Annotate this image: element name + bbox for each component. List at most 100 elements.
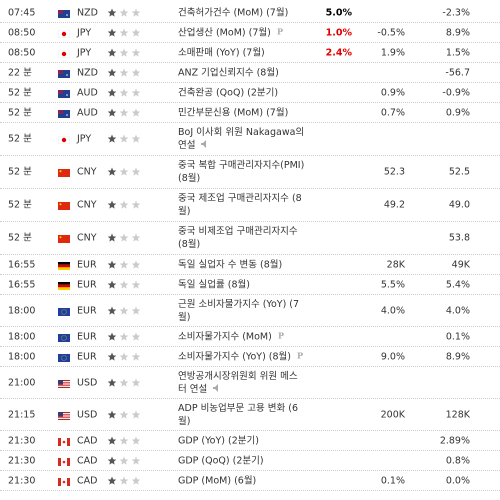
- event-name: 소비자물가지수 (YoY) (8월): [178, 351, 291, 362]
- importance-stars: [107, 306, 143, 316]
- importance-stars: [107, 378, 143, 388]
- calendar-row: 22 분 NZD ANZ 기업신뢰지수 (8월) -56.7: [0, 63, 500, 83]
- country-flag: [58, 411, 70, 420]
- forecast-value: 52.3: [383, 166, 405, 178]
- calendar-row: 08:50 JPY 소매판매 (YoY) (7월) 2.4% 1.9% 1.5%: [0, 43, 500, 63]
- currency: NZD: [77, 7, 98, 18]
- currency: EUR: [77, 351, 97, 362]
- event-cell: BoJ 이사회 위원 Nakagawa의 연설: [178, 126, 306, 152]
- event-time: 18:00: [8, 331, 36, 342]
- event-time: 16:55: [8, 279, 36, 290]
- previous-value: 0.1%: [445, 331, 470, 342]
- previous-value: 0.9%: [445, 107, 470, 118]
- importance-stars: [107, 280, 143, 290]
- calendar-row: 18:00 EUR 소비자물가지수 (MoM) P 0.1%: [0, 327, 500, 347]
- previous-value: 0.0%: [445, 475, 470, 486]
- event-time: 52 분: [8, 199, 32, 211]
- country-flag: [58, 109, 70, 118]
- importance-stars: [107, 436, 143, 446]
- previous-value: -56.7: [445, 67, 470, 78]
- event-name: GDP (QoQ) (2분기): [178, 455, 264, 466]
- event-time: 52 분: [8, 232, 32, 244]
- calendar-row: 16:55 EUR 독일 실업자 수 변동 (8월) 28K 49K: [0, 255, 500, 275]
- importance-stars: [107, 200, 143, 210]
- preliminary-icon: P: [278, 330, 285, 343]
- currency: CNY: [77, 166, 97, 178]
- event-time: 07:45: [8, 7, 36, 18]
- previous-value: 1.5%: [445, 47, 470, 58]
- country-flag: [58, 457, 70, 466]
- calendar-row: 08:50 JPY 산업생산 (MoM) (7월) P 1.0% -0.5% 8.9%: [0, 23, 500, 43]
- importance-stars: [107, 167, 143, 177]
- importance-stars: [107, 476, 143, 486]
- importance-stars: [107, 88, 143, 98]
- event-cell: 연방공개시장위원회 위원 메스터 연설: [178, 370, 306, 396]
- forecast-value: 9.0%: [380, 351, 405, 362]
- event-time: 18:00: [8, 305, 36, 316]
- event-name: 소매판매 (YoY) (7월): [178, 47, 265, 58]
- calendar-row: 52 분 CNY 중국 비제조업 구매관리자지수 (8월) 53.8: [0, 222, 500, 255]
- event-cell: 소비자물가지수 (YoY) (8월) P: [178, 350, 306, 363]
- event-cell: 독일 실업자 수 변동 (8월): [178, 258, 306, 271]
- calendar-row: 52 분 CNY 중국 제조업 구매관리자지수 (8월) 49.2 49.0: [0, 189, 500, 222]
- importance-stars: [107, 68, 143, 78]
- event-name: 건축허가건수 (MoM) (7월): [178, 7, 289, 18]
- event-name: 중국 비제조업 구매관리자지수 (8월): [178, 226, 298, 250]
- event-time: 21:00: [8, 377, 36, 388]
- calendar-row: 52 분 AUD 건축완공 (QoQ) (2분기) 0.9% -0.9%: [0, 83, 500, 103]
- currency: EUR: [77, 331, 97, 342]
- event-cell: ANZ 기업신뢰지수 (8월): [178, 66, 306, 79]
- previous-value: 49.0: [448, 199, 470, 211]
- actual-value: 2.4%: [325, 47, 352, 58]
- country-flag: [58, 477, 70, 486]
- country-flag: [58, 379, 70, 388]
- previous-value: -0.9%: [442, 87, 470, 98]
- country-flag: [58, 353, 70, 362]
- previous-value: 53.8: [448, 232, 470, 244]
- svg-text:P: P: [278, 331, 284, 339]
- importance-stars: [107, 260, 143, 270]
- calendar-row: 21:30 CAD GDP (QoQ) (2분기) 0.8%: [0, 451, 500, 471]
- event-name: ADP 비농업부문 고용 변화 (6월): [178, 402, 299, 427]
- importance-stars: [107, 233, 143, 243]
- svg-text:P: P: [277, 27, 283, 35]
- forecast-value: 1.9%: [380, 47, 405, 58]
- previous-value: 2.89%: [439, 435, 470, 446]
- event-name: GDP (MoM) (6월): [178, 475, 257, 486]
- previous-value: -2.3%: [442, 7, 470, 18]
- forecast-value: 0.7%: [380, 107, 405, 118]
- event-time: 52 분: [8, 133, 32, 145]
- event-name: 독일 실업률 (8월): [178, 279, 250, 290]
- event-cell: 중국 비제조업 구매관리자지수 (8월): [178, 225, 306, 251]
- event-cell: 민간부문신용 (MoM) (7월): [178, 106, 306, 119]
- event-cell: 건축완공 (QoQ) (2분기): [178, 86, 306, 99]
- previous-value: 4.0%: [445, 305, 470, 316]
- calendar-row: 21:00 USD 연방공개시장위원회 위원 메스터 연설: [0, 367, 500, 399]
- currency: CAD: [77, 455, 98, 466]
- event-cell: 중국 제조업 구매관리자지수 (8월): [178, 192, 306, 218]
- event-name: 중국 제조업 구매관리자지수 (8월): [178, 193, 302, 217]
- calendar-row: 21:15 USD ADP 비농업부문 고용 변화 (6월) 200K 128K: [0, 399, 500, 431]
- country-flag: [57, 49, 71, 58]
- event-time: 52 분: [8, 107, 32, 118]
- forecast-value: 5.5%: [380, 279, 405, 290]
- event-name: 중국 복합 구매관리자지수(PMI) (8월): [178, 160, 305, 184]
- previous-value: 8.9%: [445, 351, 470, 362]
- importance-stars: [107, 332, 143, 342]
- currency: USD: [77, 377, 98, 388]
- event-time: 52 분: [8, 87, 32, 98]
- calendar-row: 21:30 CAD GDP (YoY) (2분기) 2.89%: [0, 431, 500, 451]
- event-time: 22 분: [8, 67, 32, 78]
- event-cell: 독일 실업률 (8월): [178, 278, 306, 291]
- event-name: BoJ 이사회 위원 Nakagawa의 연설: [178, 127, 305, 151]
- preliminary-icon: P: [297, 350, 304, 363]
- currency: CNY: [77, 199, 97, 211]
- event-time: 52 분: [8, 166, 32, 178]
- actual-value: 5.0%: [325, 7, 352, 18]
- currency: JPY: [77, 27, 92, 38]
- importance-stars: [107, 456, 143, 466]
- calendar-row: 52 분 JPY BoJ 이사회 위원 Nakagawa의 연설: [0, 123, 500, 156]
- event-cell: 건축허가건수 (MoM) (7월): [178, 6, 306, 19]
- calendar-row: 16:55 EUR 독일 실업률 (8월) 5.5% 5.4%: [0, 275, 500, 295]
